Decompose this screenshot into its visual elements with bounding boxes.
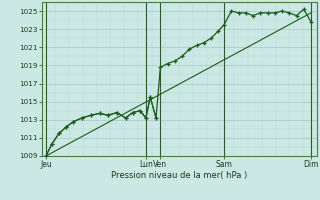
X-axis label: Pression niveau de la mer( hPa ): Pression niveau de la mer( hPa ) (111, 171, 247, 180)
